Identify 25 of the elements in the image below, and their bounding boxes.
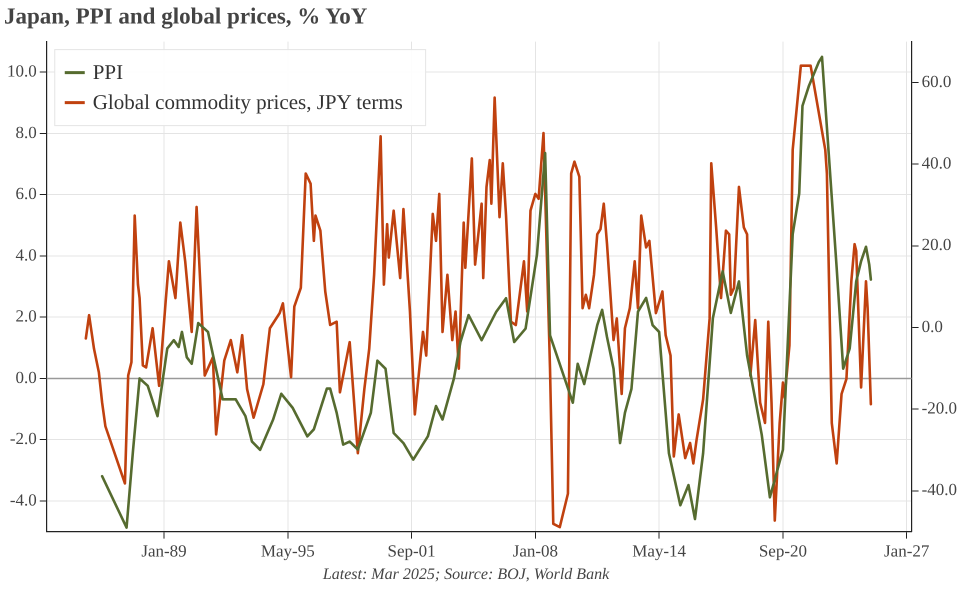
y2-tick-label: -20.0 [922, 398, 958, 418]
x-tick-label: Jan-08 [512, 541, 558, 560]
x-tick-label: May-14 [632, 541, 687, 560]
y-tick-label: 2.0 [16, 306, 37, 326]
x-tick-label: Jan-27 [884, 541, 930, 560]
x-tick-label: Sep-01 [387, 541, 436, 560]
x-tick-label: Jan-89 [141, 541, 187, 560]
y-tick-label: 8.0 [16, 122, 37, 142]
y2-tick-label: 20.0 [922, 235, 952, 254]
x-tick-label: May-95 [260, 541, 315, 560]
y-tick-label: 4.0 [16, 245, 37, 264]
y2-tick-label: 40.0 [922, 154, 952, 173]
y-tick-label: 10.0 [7, 62, 37, 81]
legend-label: Global commodity prices, JPY terms [92, 90, 403, 114]
y2-tick-label: 0.0 [922, 316, 943, 336]
y-tick-label: -2.0 [10, 429, 37, 448]
legend-label: PPI [92, 60, 124, 84]
y-tick-label: 0.0 [16, 368, 37, 387]
chart-title: Japan, PPI and global prices, % YoY [4, 4, 368, 30]
text: Latest: Mar 2025; Source: BOJ, World Bank [322, 566, 610, 584]
y-tick-label: -4.0 [10, 490, 37, 510]
y2-tick-label: 60.0 [922, 72, 952, 91]
y2-tick-label: -40.0 [922, 480, 958, 500]
y-tick-label: 6.0 [16, 184, 37, 204]
x-tick-label: Sep-20 [758, 541, 808, 560]
